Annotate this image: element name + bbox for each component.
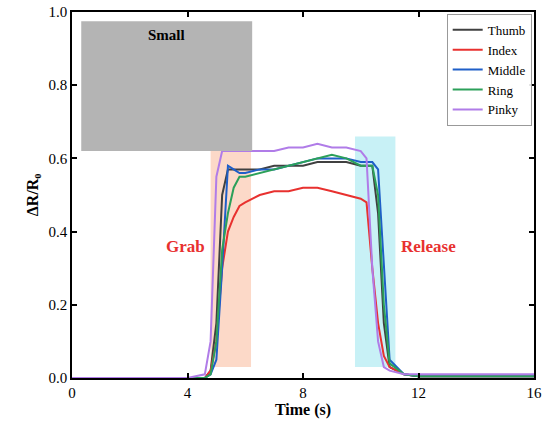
svg-text:0.2: 0.2 bbox=[49, 297, 68, 313]
svg-text:0.4: 0.4 bbox=[49, 224, 68, 240]
svg-text:Thumb: Thumb bbox=[488, 23, 526, 38]
svg-text:16: 16 bbox=[527, 385, 543, 401]
svg-text:Time (s): Time (s) bbox=[275, 401, 331, 419]
svg-text:4: 4 bbox=[184, 385, 192, 401]
svg-text:Index: Index bbox=[488, 43, 518, 58]
svg-text:0.6: 0.6 bbox=[49, 151, 68, 167]
svg-text:Middle: Middle bbox=[488, 63, 526, 78]
svg-text:1.0: 1.0 bbox=[49, 4, 68, 20]
svg-text:0.0: 0.0 bbox=[49, 370, 68, 386]
svg-text:ΔR/R₀: ΔR/R₀ bbox=[24, 174, 41, 217]
svg-text:12: 12 bbox=[411, 385, 426, 401]
svg-text:Pinky: Pinky bbox=[488, 102, 519, 117]
svg-text:Ring: Ring bbox=[488, 83, 514, 98]
svg-text:0: 0 bbox=[68, 385, 76, 401]
svg-text:Grab: Grab bbox=[166, 237, 205, 256]
svg-text:Small: Small bbox=[148, 27, 185, 43]
svg-text:8: 8 bbox=[299, 385, 307, 401]
svg-text:Release: Release bbox=[401, 237, 456, 256]
svg-text:0.8: 0.8 bbox=[49, 77, 68, 93]
